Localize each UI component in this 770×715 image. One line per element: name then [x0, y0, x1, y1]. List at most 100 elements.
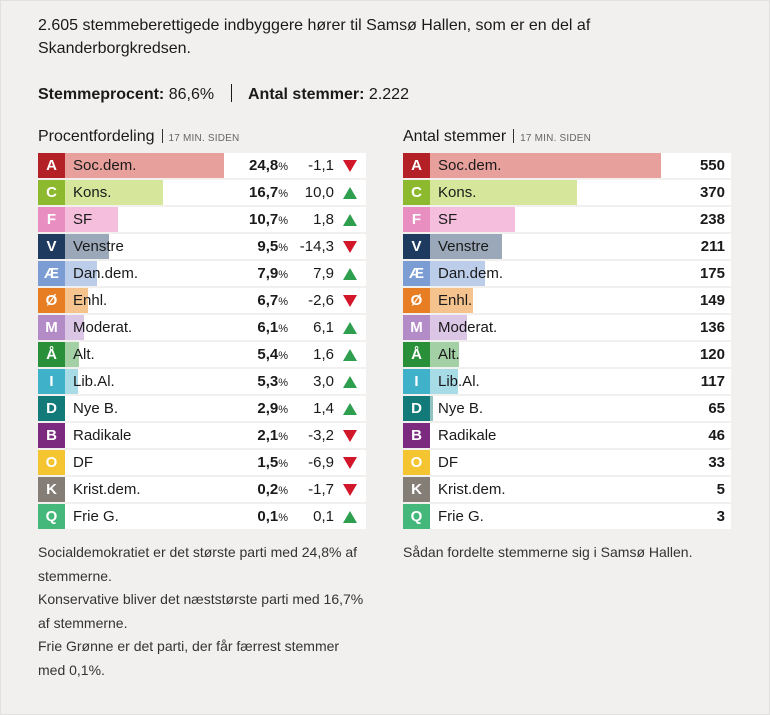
- triangle-up-icon: [343, 376, 357, 388]
- party-votes: 550: [699, 157, 725, 174]
- percent-sign: %: [278, 188, 288, 200]
- party-percent: 2,1%: [257, 423, 288, 450]
- triangle-down-icon: [343, 295, 357, 307]
- percent-sign: %: [278, 512, 288, 524]
- party-name: Krist.dem.: [73, 481, 141, 498]
- party-letter-badge: Ø: [403, 288, 430, 313]
- percent-value: 5,3: [257, 373, 279, 390]
- party-change: -14,3: [299, 238, 334, 255]
- party-votes: 120: [699, 346, 725, 363]
- votes-label: Antal stemmer:: [247, 86, 365, 103]
- votes-panel-time: 17 MIN. SIDEN: [520, 133, 592, 144]
- party-name: Alt.: [73, 346, 95, 363]
- party-row-pct: D Nye B. 2,9% 1,4: [38, 396, 366, 421]
- party-percent: 16,7%: [249, 180, 288, 207]
- party-percent: 7,9%: [257, 261, 288, 288]
- intro-text: 2.605 stemmeberettigede indbyggere hører…: [38, 17, 591, 57]
- bar-votes-c: [403, 180, 577, 205]
- triangle-up-icon: [343, 403, 357, 415]
- party-name: DF: [438, 454, 458, 471]
- party-name: Kons.: [438, 184, 477, 201]
- party-row-pct: I Lib.Al. 5,3% 3,0: [38, 369, 366, 394]
- party-change: 0,1: [313, 508, 334, 525]
- party-change: 10,0: [304, 184, 334, 201]
- party-row-votes: B Radikale 46: [403, 423, 731, 448]
- triangle-up-icon: [343, 349, 357, 361]
- party-letter-badge: F: [403, 207, 430, 232]
- votes-panel: Antal stemmer 17 MIN. SIDEN A Soc.dem. 550 C…: [403, 126, 731, 531]
- party-name: Soc.dem.: [73, 157, 137, 174]
- party-letter-badge: A: [403, 153, 430, 178]
- percent-sign: %: [278, 215, 288, 227]
- party-percent: 2,9%: [257, 396, 288, 423]
- party-votes: 33: [708, 454, 725, 471]
- party-name: Venstre: [73, 238, 124, 255]
- percent-sign: %: [278, 296, 288, 308]
- percent-sign: %: [278, 242, 288, 254]
- party-letter-badge: Å: [38, 342, 65, 367]
- bar-votes-a: [403, 153, 661, 178]
- party-percent: 6,1%: [257, 315, 288, 342]
- party-row-votes: I Lib.Al. 117: [403, 369, 731, 394]
- party-row-pct: O DF 1,5% -6,9: [38, 450, 366, 475]
- percent-panel-title: Procentfordeling: [38, 128, 155, 145]
- percent-value: 0,1: [257, 508, 279, 525]
- party-name: Enhl.: [438, 292, 473, 309]
- party-letter-badge: D: [403, 396, 430, 421]
- party-letter-badge: B: [403, 423, 430, 448]
- party-row-votes: Æ Dan.dem. 175: [403, 261, 731, 286]
- bar-pct-a: [38, 153, 224, 178]
- party-name: Enhl.: [73, 292, 108, 309]
- party-percent: 24,8%: [249, 153, 288, 180]
- party-letter-badge: F: [38, 207, 65, 232]
- party-row-votes: D Nye B. 65: [403, 396, 731, 421]
- percent-value: 0,2: [257, 481, 279, 498]
- party-percent: 5,4%: [257, 342, 288, 369]
- stats-divider: [230, 84, 232, 102]
- turnout-label: Stemmeprocent:: [38, 86, 165, 103]
- party-change: 1,4: [313, 400, 334, 417]
- party-name: Radikale: [438, 427, 497, 444]
- party-row-votes: O DF 33: [403, 450, 731, 475]
- party-votes: 46: [708, 427, 725, 444]
- party-name: Kons.: [73, 184, 112, 201]
- party-change: -3,2: [308, 427, 334, 444]
- percent-chart: A Soc.dem. 24,8% -1,1 C Kons. 16,7% 10,0 F SF 10,7…: [38, 153, 366, 529]
- party-name: DF: [73, 454, 93, 471]
- party-name: Nye B.: [438, 400, 484, 417]
- percent-value: 6,7: [257, 292, 279, 309]
- party-votes: 175: [699, 265, 725, 282]
- party-row-pct: A Soc.dem. 24,8% -1,1: [38, 153, 366, 178]
- percent-sign: %: [278, 377, 288, 389]
- party-letter-badge: K: [403, 477, 430, 502]
- turnout-value: 86,6%: [168, 86, 215, 103]
- percent-value: 7,9: [257, 265, 279, 282]
- party-row-pct: F SF 10,7% 1,8: [38, 207, 366, 232]
- party-row-votes: V Venstre 211: [403, 234, 731, 259]
- party-percent: 6,7%: [257, 288, 288, 315]
- party-change: -1,7: [308, 481, 334, 498]
- triangle-down-icon: [343, 484, 357, 496]
- percent-sign: %: [278, 458, 288, 470]
- party-row-votes: Ø Enhl. 149: [403, 288, 731, 313]
- party-row-pct: Æ Dan.dem. 7,9% 7,9: [38, 261, 366, 286]
- party-letter-badge: K: [38, 477, 65, 502]
- party-name: Alt.: [438, 346, 460, 363]
- percent-value: 5,4: [257, 346, 279, 363]
- votes-value: 2.222: [368, 86, 409, 103]
- party-row-votes: C Kons. 370: [403, 180, 731, 205]
- party-name: Dan.dem.: [73, 265, 139, 282]
- party-name: Soc.dem.: [438, 157, 502, 174]
- party-letter-badge: Q: [403, 504, 430, 529]
- party-letter-badge: Å: [403, 342, 430, 367]
- party-row-pct: Å Alt. 5,4% 1,6: [38, 342, 366, 367]
- percent-value: 6,1: [257, 319, 279, 336]
- party-percent: 0,1%: [257, 504, 288, 531]
- percent-value: 16,7: [249, 184, 279, 201]
- header-divider: [161, 129, 163, 143]
- party-letter-badge: C: [38, 180, 65, 205]
- party-name: Moderat.: [73, 319, 133, 336]
- party-row-votes: Q Frie G. 3: [403, 504, 731, 529]
- percent-value: 10,7: [249, 211, 279, 228]
- triangle-down-icon: [343, 241, 357, 253]
